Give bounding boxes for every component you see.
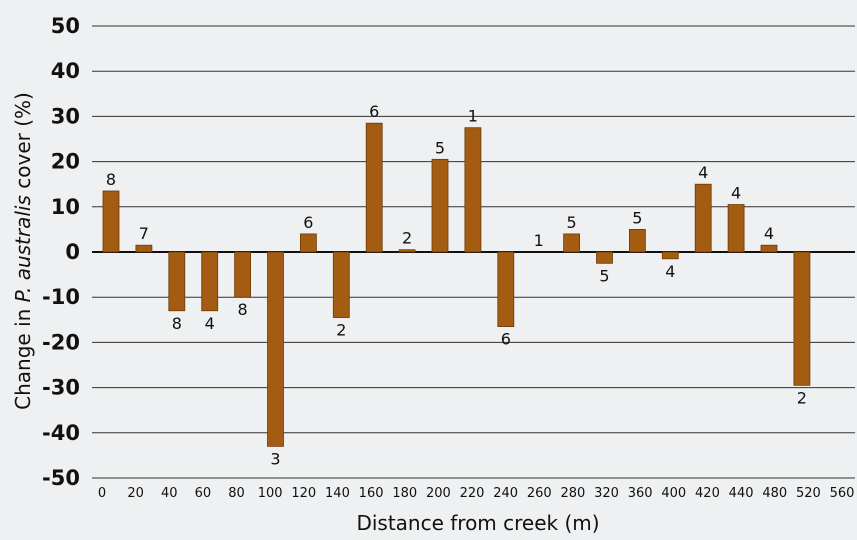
bar-sample-size-label: 4	[698, 163, 708, 182]
bar	[102, 190, 120, 253]
bar-sample-size-label: 8	[238, 300, 248, 319]
bar	[596, 251, 613, 264]
bar-sample-size-label: 8	[106, 170, 116, 189]
bar-sample-size-label: 2	[797, 388, 807, 407]
y-axis-title-species: P. australis	[11, 195, 35, 302]
y-tick-label: 10	[51, 195, 80, 219]
y-tick-label: 0	[65, 240, 80, 264]
bar-labels: 8 7 8 4 8 3 6 2 6 2 5 1 6 1 5 5 5 4 4 4 4 2	[106, 102, 807, 468]
x-tick-label: 240	[493, 486, 518, 501]
bar	[694, 183, 712, 253]
bars	[102, 122, 811, 447]
y-tick-label: -30	[42, 376, 80, 400]
y-tick-label: 40	[51, 59, 80, 83]
bar	[563, 233, 580, 253]
bar	[497, 251, 515, 327]
y-tick-label: 30	[51, 104, 80, 128]
bar	[332, 251, 350, 318]
bar-sample-size-label: 1	[534, 231, 544, 250]
x-tick-label: 20	[127, 486, 144, 501]
x-tick-label: 0	[98, 486, 106, 501]
x-tick-label: 280	[560, 486, 585, 501]
bar	[398, 249, 416, 253]
x-axis-title: Distance from creek (m)	[356, 511, 599, 535]
bar-sample-size-label: 3	[270, 449, 280, 468]
bar-sample-size-label: 6	[501, 330, 511, 349]
bar	[267, 251, 284, 447]
bar	[727, 204, 745, 253]
bar-sample-size-label: 7	[139, 224, 149, 243]
x-tick-label: 180	[392, 486, 417, 501]
bar-sample-size-label: 5	[599, 266, 609, 285]
bar-sample-size-label: 2	[336, 321, 346, 340]
bar-sample-size-label: 4	[731, 184, 741, 203]
bar	[464, 127, 482, 253]
y-tick-label: 20	[51, 150, 80, 174]
bar	[431, 158, 449, 253]
bar	[661, 251, 679, 260]
x-tick-label: 400	[661, 486, 686, 501]
x-tick-label: 120	[291, 486, 316, 501]
x-tick-label: 140	[325, 486, 350, 501]
bar	[135, 244, 153, 253]
bar-sample-size-label: 5	[632, 208, 642, 227]
x-tick-label: 60	[195, 486, 212, 501]
x-tick-label: 200	[426, 486, 451, 501]
y-tick-label: -50	[42, 466, 80, 490]
bar-sample-size-label: 4	[665, 262, 675, 281]
y-axis-ticks: 50 40 30 20 10 0 -10 -20 -30 -40 -50	[42, 14, 80, 490]
y-tick-label: -40	[42, 421, 80, 445]
x-tick-label: 100	[258, 486, 283, 501]
x-tick-label: 260	[527, 486, 552, 501]
bar-sample-size-label: 6	[303, 213, 313, 232]
bar	[793, 251, 811, 386]
bar-sample-size-label: 6	[369, 102, 379, 121]
bar-sample-size-label: 8	[172, 314, 182, 333]
y-tick-label: -20	[42, 330, 80, 354]
bar-sample-size-label: 5	[567, 213, 577, 232]
bar-sample-size-label: 4	[205, 314, 215, 333]
bar	[760, 244, 778, 253]
x-tick-label: 440	[729, 486, 754, 501]
bar-sample-size-label: 2	[402, 229, 412, 248]
bar	[234, 251, 252, 298]
bar	[629, 228, 646, 253]
bar	[168, 251, 186, 312]
bar	[299, 233, 317, 253]
x-tick-label: 160	[359, 486, 384, 501]
bar-sample-size-label: 1	[468, 107, 478, 126]
bar-sample-size-label: 4	[764, 224, 774, 243]
x-tick-label: 360	[628, 486, 653, 501]
x-tick-label: 220	[460, 486, 485, 501]
y-axis-title: Change in P. australis cover (%)	[11, 92, 35, 410]
x-tick-label: 480	[762, 486, 787, 501]
bar	[201, 251, 219, 312]
x-tick-label: 80	[228, 486, 245, 501]
bar	[365, 122, 383, 253]
x-tick-label: 40	[161, 486, 178, 501]
x-tick-label: 560	[830, 486, 855, 501]
x-axis-ticks: 0 20 40 60 80 100 120 140 160 180 200 220 240 260 280 3…	[98, 486, 855, 501]
y-axis-title-prefix: Change in	[11, 302, 35, 410]
y-tick-label: 50	[51, 14, 80, 38]
bar-sample-size-label: 5	[435, 138, 445, 157]
y-axis-title-suffix: cover (%)	[11, 92, 35, 195]
x-tick-label: 520	[796, 486, 821, 501]
y-tick-label: -10	[42, 285, 80, 309]
x-tick-label: 320	[594, 486, 619, 501]
x-tick-label: 420	[695, 486, 720, 501]
